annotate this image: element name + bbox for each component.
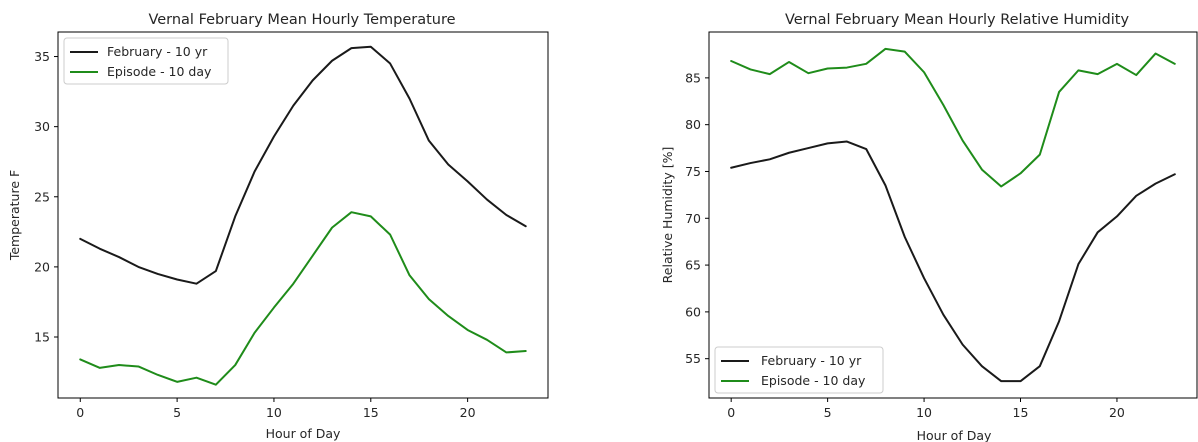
humidity-chart-title: Vernal February Mean Hourly Relative Hum… — [785, 12, 1130, 28]
humidity-series-line-february — [730, 140, 1176, 383]
humidity-y-tick-label: 85 — [685, 70, 701, 85]
temperature-x-tick-label: 20 — [460, 405, 476, 420]
humidity-series-line-episode — [730, 47, 1176, 188]
temperature-y-tick-label: 15 — [34, 330, 50, 345]
temperature-axes-frame — [57, 31, 549, 399]
temperature-y-tick-label: 25 — [34, 189, 50, 204]
temperature-x-ticks: 0 5 10 15 20 — [76, 398, 476, 420]
humidity-axes-frame — [708, 31, 1198, 399]
humidity-y-axis-label: Relative Humidity [%] — [660, 147, 675, 284]
temperature-x-tick-label: 5 — [173, 405, 181, 420]
temperature-plot-area — [79, 45, 527, 386]
temperature-y-axis-label: Temperature F — [7, 170, 22, 261]
humidity-y-tick-label: 65 — [685, 258, 701, 273]
temperature-chart-title: Vernal February Mean Hourly Temperature — [148, 12, 455, 28]
humidity-x-axis-label: Hour of Day — [917, 428, 992, 442]
humidity-legend: February - 10 yr Episode - 10 day — [714, 346, 884, 394]
humidity-x-tick-label: 15 — [1013, 405, 1029, 420]
humidity-y-tick-label: 55 — [685, 351, 701, 366]
humidity-y-ticks: 55 60 65 70 75 80 85 — [685, 70, 709, 366]
humidity-y-tick-label: 60 — [685, 304, 701, 319]
humidity-x-tick-label: 5 — [824, 405, 832, 420]
temperature-series-line-episode — [79, 211, 527, 386]
humidity-y-tick-label: 70 — [685, 211, 701, 226]
humidity-legend-box — [714, 346, 884, 394]
humidity-legend-label-episode: Episode - 10 day — [761, 373, 866, 388]
temperature-y-tick-label: 35 — [34, 49, 50, 64]
temperature-y-tick-label: 30 — [34, 119, 50, 134]
humidity-legend-label-february: February - 10 yr — [761, 353, 862, 368]
humidity-x-ticks: 0 5 10 15 20 — [727, 398, 1125, 420]
temperature-x-tick-label: 0 — [76, 405, 84, 420]
humidity-plot-area — [730, 47, 1176, 383]
humidity-chart: Vernal February Mean Hourly Relative Hum… — [660, 12, 1198, 442]
temperature-x-axis-label: Hour of Day — [266, 426, 341, 441]
temperature-chart: Vernal February Mean Hourly Temperature … — [7, 12, 549, 441]
humidity-y-tick-label: 75 — [685, 164, 701, 179]
temperature-x-tick-label: 15 — [363, 405, 379, 420]
temperature-y-ticks: 15 20 25 30 35 — [34, 49, 58, 345]
humidity-x-tick-label: 10 — [916, 405, 932, 420]
temperature-y-tick-label: 20 — [34, 259, 50, 274]
temperature-legend-label-episode: Episode - 10 day — [107, 64, 212, 79]
temperature-x-tick-label: 10 — [266, 405, 282, 420]
temperature-legend: February - 10 yr Episode - 10 day — [63, 37, 229, 85]
temperature-series-line-february — [79, 45, 527, 285]
humidity-x-tick-label: 20 — [1109, 405, 1125, 420]
temperature-legend-box — [63, 37, 229, 85]
humidity-x-tick-label: 0 — [727, 405, 735, 420]
temperature-legend-label-february: February - 10 yr — [107, 44, 208, 59]
humidity-y-tick-label: 80 — [685, 117, 701, 132]
